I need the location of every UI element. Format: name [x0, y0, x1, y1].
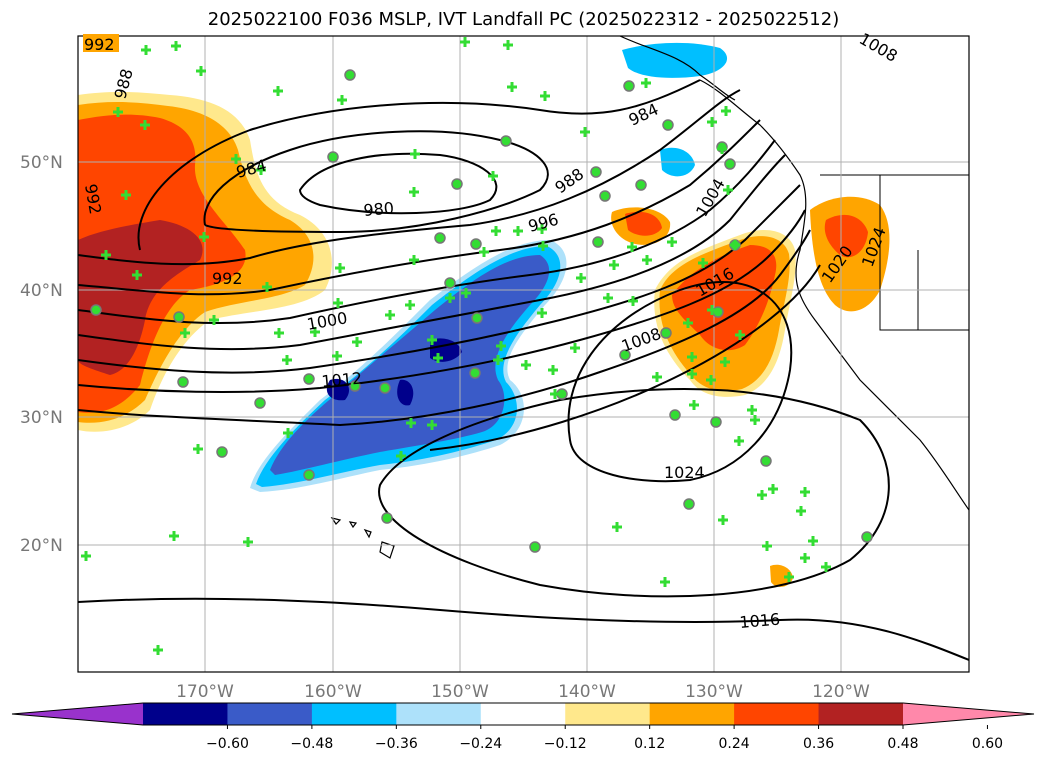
contour-label: 992 — [212, 269, 243, 288]
lon-label-170w: 170°W — [176, 682, 234, 702]
ivt-positive-small — [770, 564, 793, 587]
lon-label-160w: 160°W — [304, 682, 362, 702]
colorbar-tick-label: 0.24 — [719, 736, 750, 752]
colorbar-tick-label: 0.48 — [887, 736, 918, 752]
longitude-labels: 170°W 160°W 150°W 140°W 130°W 120°W — [176, 682, 870, 702]
contour-label: 1016 — [739, 610, 781, 632]
isobar-1016 — [78, 229, 811, 427]
isobar-1000 — [78, 139, 776, 325]
lon-label-120w: 120°W — [812, 682, 870, 702]
isobar-984 — [203, 130, 549, 234]
colorbar-bin — [480, 703, 566, 725]
gridlines — [78, 36, 969, 672]
colorbar-tick-label: −0.60 — [206, 736, 249, 752]
coastline-alaska — [619, 36, 736, 101]
contour-label: 1012 — [321, 369, 363, 391]
colorbar-bin — [734, 703, 820, 725]
isobars — [78, 79, 969, 661]
lat-label-40n: 40°N — [20, 281, 63, 301]
latitude-labels: 50°N 40°N 30°N 20°N — [20, 153, 63, 556]
contour-label: 980 — [363, 198, 395, 220]
map-frame — [77, 35, 970, 673]
ivt-negative-north — [622, 42, 728, 78]
isobar-1020 — [429, 264, 821, 451]
lon-label-140w: 140°W — [558, 682, 616, 702]
colorbar: −0.60 −0.48 −0.36 −0.24 −0.12 0.12 0.24 0.36 0.4… — [11, 702, 1035, 752]
isobar-988 — [137, 79, 701, 251]
coastline-north-america — [699, 79, 969, 511]
isobar-1016-south — [78, 597, 969, 661]
isobar-980 — [298, 152, 498, 215]
ivt-positive-land-core — [824, 214, 868, 258]
contour-label: 992 — [84, 35, 115, 54]
map-title: 2025022100 F036 MSLP, IVT Landfall PC (2… — [207, 9, 840, 30]
lat-label-20n: 20°N — [20, 536, 63, 556]
station-crosses — [81, 37, 831, 655]
colorbar-tick-label: 0.60 — [972, 736, 1003, 752]
colorbar-bin — [143, 703, 228, 725]
colorbar-tick-label: 0.36 — [803, 736, 834, 752]
lon-label-150w: 150°W — [431, 682, 489, 702]
colorbar-bin — [227, 703, 313, 725]
contour-label: 1024 — [664, 463, 705, 482]
lat-label-30n: 30°N — [20, 408, 63, 428]
isobar-996 — [78, 119, 761, 296]
colorbar-bin — [565, 703, 651, 725]
ivt-positive-nw-core — [625, 211, 662, 236]
contour-label: 1008 — [856, 29, 901, 66]
colorbar-bin — [311, 703, 397, 725]
station-markers — [90, 69, 873, 553]
hawaii-islands — [330, 517, 395, 559]
colorbar-bin — [396, 703, 482, 725]
colorbar-bin — [818, 703, 904, 725]
isobar-1004 — [78, 154, 786, 351]
contour-label: 984 — [626, 99, 662, 129]
colorbar-tick-label: −0.48 — [290, 736, 333, 752]
map-content — [78, 36, 969, 672]
colorbar-extend-low — [12, 703, 143, 725]
isobar-1008 — [78, 184, 801, 374]
isobar-992 — [78, 89, 741, 266]
lat-label-50n: 50°N — [20, 153, 63, 173]
contour-label: 1000 — [305, 308, 348, 334]
isobar-1020-loop — [378, 387, 890, 598]
colorbar-bin — [649, 703, 735, 725]
ivt-negative-inner — [270, 255, 550, 475]
isobar-1024-loop — [567, 281, 793, 483]
isobar-1012 — [78, 209, 806, 393]
colorbar-tick-label: −0.12 — [544, 736, 587, 752]
colorbar-outline — [11, 702, 1035, 726]
colorbar-tick-label: 0.12 — [634, 736, 665, 752]
contour-label: 996 — [526, 210, 560, 236]
colorbar-extend-high — [903, 703, 1034, 725]
colorbar-tick-label: −0.36 — [375, 736, 418, 752]
colorbar-tick-label: −0.24 — [459, 736, 502, 752]
lon-label-130w: 130°W — [685, 682, 743, 702]
